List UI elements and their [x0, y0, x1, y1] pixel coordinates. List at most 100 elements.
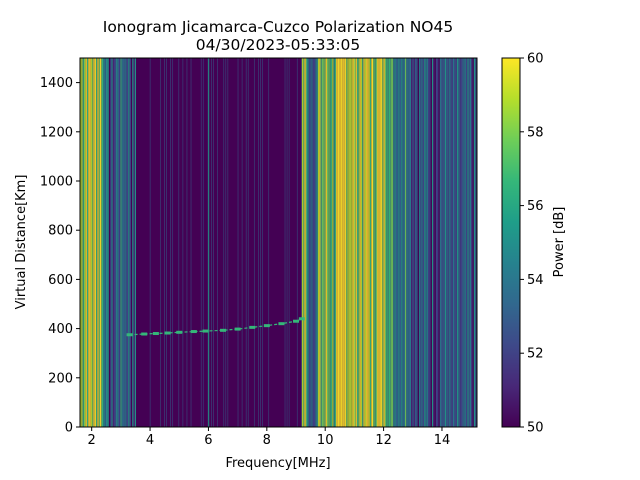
heatmap-stripe — [288, 58, 290, 427]
heatmap-stripe — [307, 58, 309, 427]
heatmap-stripe — [337, 58, 339, 427]
heatmap-stripe — [333, 58, 335, 427]
x-tick-label: 14 — [434, 433, 451, 448]
heatmap-stripe — [371, 58, 373, 427]
heatmap-stripe — [97, 58, 99, 427]
heatmap-stripe — [200, 58, 202, 427]
heatmap-stripe — [447, 58, 449, 427]
x-tick-label: 6 — [204, 433, 212, 448]
heatmap-stripe — [362, 58, 364, 427]
heatmap-stripe — [364, 58, 366, 427]
colorbar-tick-label: 54 — [527, 273, 544, 288]
heatmap-stripe — [93, 58, 95, 427]
heatmap-stripe — [133, 58, 135, 427]
colorbar-tick-label: 50 — [527, 421, 544, 436]
heatmap-stripe — [202, 58, 204, 427]
heatmap-stripe — [85, 58, 87, 427]
heatmap-stripe — [211, 58, 212, 427]
heatmap-stripe — [88, 58, 90, 427]
heatmap-stripe — [332, 58, 334, 427]
heatmap-stripe — [306, 58, 308, 427]
heatmap-stripe — [375, 58, 378, 427]
heatmap-stripe — [367, 58, 369, 427]
heatmap-stripe — [408, 58, 411, 427]
heatmap-stripe — [217, 58, 218, 427]
heatmap-stripe — [98, 58, 100, 427]
heatmap-stripe — [382, 58, 384, 427]
heatmap-stripe — [406, 58, 408, 427]
heatmap-stripe — [458, 58, 460, 427]
heatmap-stripe — [122, 58, 125, 427]
heatmap-stripe — [363, 58, 365, 427]
heatmap-stripe — [120, 58, 122, 427]
heatmap-band-5 — [129, 58, 137, 427]
heatmap-stripe — [190, 58, 192, 427]
heatmap-stripe — [81, 58, 83, 427]
heatmap-stripe — [126, 58, 129, 427]
chart-title-line1: Ionogram Jicamarca-Cuzco Polarization NO… — [103, 18, 453, 36]
heatmap-stripe — [323, 58, 325, 427]
heatmap-stripe — [390, 58, 392, 427]
heatmap-stripe — [117, 58, 119, 427]
heatmap-stripe — [450, 58, 452, 427]
heatmap-stripe — [329, 58, 331, 427]
heatmap-stripe — [466, 58, 468, 427]
colorbar-tick-label: 56 — [527, 199, 544, 214]
heatmap-stripe — [431, 58, 434, 427]
heatmap-stripe — [124, 58, 126, 427]
heatmap-stripe — [368, 58, 370, 427]
heatmap-stripe — [327, 58, 329, 427]
colorbar: 50 52 54 56 58 60 Power [dB] — [501, 52, 567, 436]
heatmap-stripe — [225, 58, 227, 427]
heatmap-stripe — [455, 58, 457, 427]
heatmap-stripe — [422, 58, 425, 427]
heatmap-stripe — [358, 58, 360, 427]
y-axis-label: Virtual Distance[Km] — [14, 175, 29, 310]
heatmap-stripe — [395, 58, 398, 427]
heatmap-stripe — [449, 58, 451, 427]
colorbar-label: Power [dB] — [552, 207, 567, 278]
chart-title-line2: 04/30/2023-05:33:05 — [196, 36, 361, 54]
heatmap-stripe — [415, 58, 417, 427]
heatmap-stripe — [245, 58, 247, 427]
heatmap-stripe — [355, 58, 357, 427]
heatmap-stripe — [106, 58, 108, 427]
x-axis-label: Frequency[MHz] — [225, 456, 330, 471]
heatmap-stripe — [418, 58, 421, 427]
heatmap-stripe — [213, 58, 214, 427]
heatmap-stripe — [402, 58, 404, 427]
heatmap-stripe — [112, 58, 114, 427]
heatmap-stripe — [90, 58, 93, 427]
heatmap-stripe — [439, 58, 441, 427]
heatmap-stripe — [82, 58, 84, 427]
heatmap-stripe — [392, 58, 394, 427]
heatmap-stripe — [128, 58, 130, 427]
heatmap-stripe — [342, 58, 344, 427]
heatmap-stripe — [99, 58, 102, 427]
trace-point — [164, 331, 171, 335]
heatmap-stripe — [104, 58, 106, 427]
heatmap-stripe — [383, 58, 385, 427]
heatmap-stripe — [338, 58, 340, 427]
y-tick-label: 0 — [65, 421, 73, 436]
heatmap-stripe — [178, 58, 180, 427]
heatmap-stripe — [227, 58, 229, 427]
heatmap-stripe — [388, 58, 391, 427]
heatmap-stripe — [336, 58, 338, 427]
heatmap-stripe — [370, 58, 372, 427]
heatmap-stripe — [103, 58, 105, 427]
heatmap-stripe — [394, 58, 396, 427]
heatmap-stripe — [407, 58, 409, 427]
heatmap-stripe — [420, 58, 422, 427]
trace-point — [220, 328, 227, 332]
colorbar-ticks: 50 52 54 56 58 60 — [520, 52, 544, 436]
heatmap-stripe — [377, 58, 379, 427]
heatmap-stripe — [310, 58, 312, 427]
heatmap-stripe — [334, 58, 337, 427]
heatmap-stripe — [451, 58, 453, 427]
colorbar-tick-label: 52 — [527, 347, 544, 362]
heatmap-stripe — [114, 58, 116, 427]
y-tick-label: 800 — [48, 224, 73, 239]
heatmap-stripe — [398, 58, 400, 427]
heatmap-stripe — [426, 58, 428, 427]
